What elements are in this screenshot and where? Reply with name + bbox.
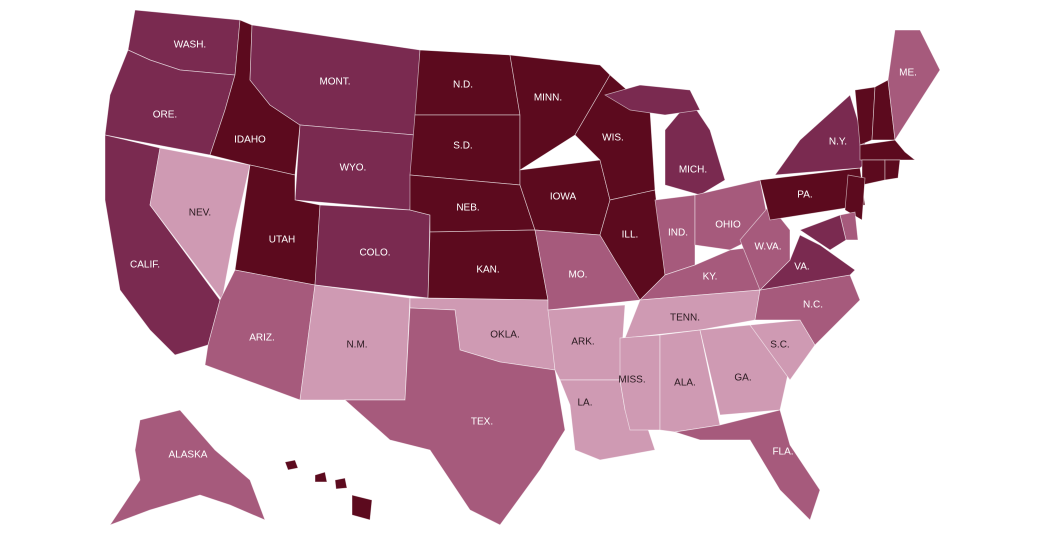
state-label: NEV. (189, 208, 211, 219)
state-label: WYO. (340, 163, 367, 174)
state-shape (334, 477, 348, 490)
state-label: KAN. (476, 265, 499, 276)
state-shape (759, 167, 866, 221)
state-label: CALIF. (130, 260, 160, 271)
state-shape (861, 159, 886, 186)
state-label: ME. (899, 68, 917, 79)
state-shape (604, 84, 701, 116)
state-shape (739, 204, 791, 291)
state-shape (624, 289, 761, 339)
state-label: TEX. (471, 417, 493, 428)
state-label: WASH. (174, 40, 206, 51)
state-label: N.Y. (829, 137, 847, 148)
state-label: IND. (668, 228, 688, 239)
state-label: N.M. (346, 340, 367, 351)
state-label: ARIZ. (249, 333, 275, 344)
state-label: IDAHO (234, 135, 266, 146)
state-label: N.C. (803, 300, 823, 311)
state-label: ILL. (622, 230, 639, 241)
state-label: OHIO (715, 220, 741, 231)
state-label: WIS. (602, 133, 624, 144)
state-label: NEB. (456, 203, 479, 214)
state-label: W.VA. (754, 242, 781, 253)
state-label: MONT. (319, 77, 350, 88)
state-label: KY. (703, 272, 718, 283)
state-label: IOWA (550, 192, 577, 203)
state-label: MINN. (534, 93, 562, 104)
state-label: ARK. (571, 337, 594, 348)
state-shape (109, 409, 266, 526)
state-shape (351, 494, 373, 521)
state-shape (149, 147, 251, 301)
state-shape (859, 139, 916, 161)
state-label: FLA. (772, 447, 793, 458)
state-label: PA. (797, 190, 812, 201)
state-label: ORE. (153, 110, 177, 121)
state-label: ALA. (674, 378, 696, 389)
state-shape (887, 29, 941, 142)
state-shape (664, 99, 726, 196)
state-shape (344, 307, 566, 526)
state-label: N.D. (453, 80, 473, 91)
state-shape (884, 159, 901, 181)
state-label: UTAH (269, 235, 295, 246)
state-shape (799, 214, 847, 251)
state-label: MICH. (679, 165, 707, 176)
state-label: S.D. (453, 141, 472, 152)
state-shape (284, 459, 299, 471)
state-label: OKLA. (490, 330, 519, 341)
state-label: S.C. (770, 340, 789, 351)
state-label: MO. (569, 270, 588, 281)
state-label: LA. (577, 398, 592, 409)
state-shape (774, 94, 871, 176)
state-label: COLO. (359, 248, 390, 259)
state-label: ALASKA (169, 450, 208, 461)
state-label: TENN. (670, 313, 700, 324)
state-shape (314, 471, 328, 483)
state-shape (844, 174, 866, 221)
state-label: MISS. (618, 375, 645, 386)
state-label: VA. (794, 262, 809, 273)
state-shape (674, 409, 821, 521)
state-label: GA. (734, 373, 751, 384)
